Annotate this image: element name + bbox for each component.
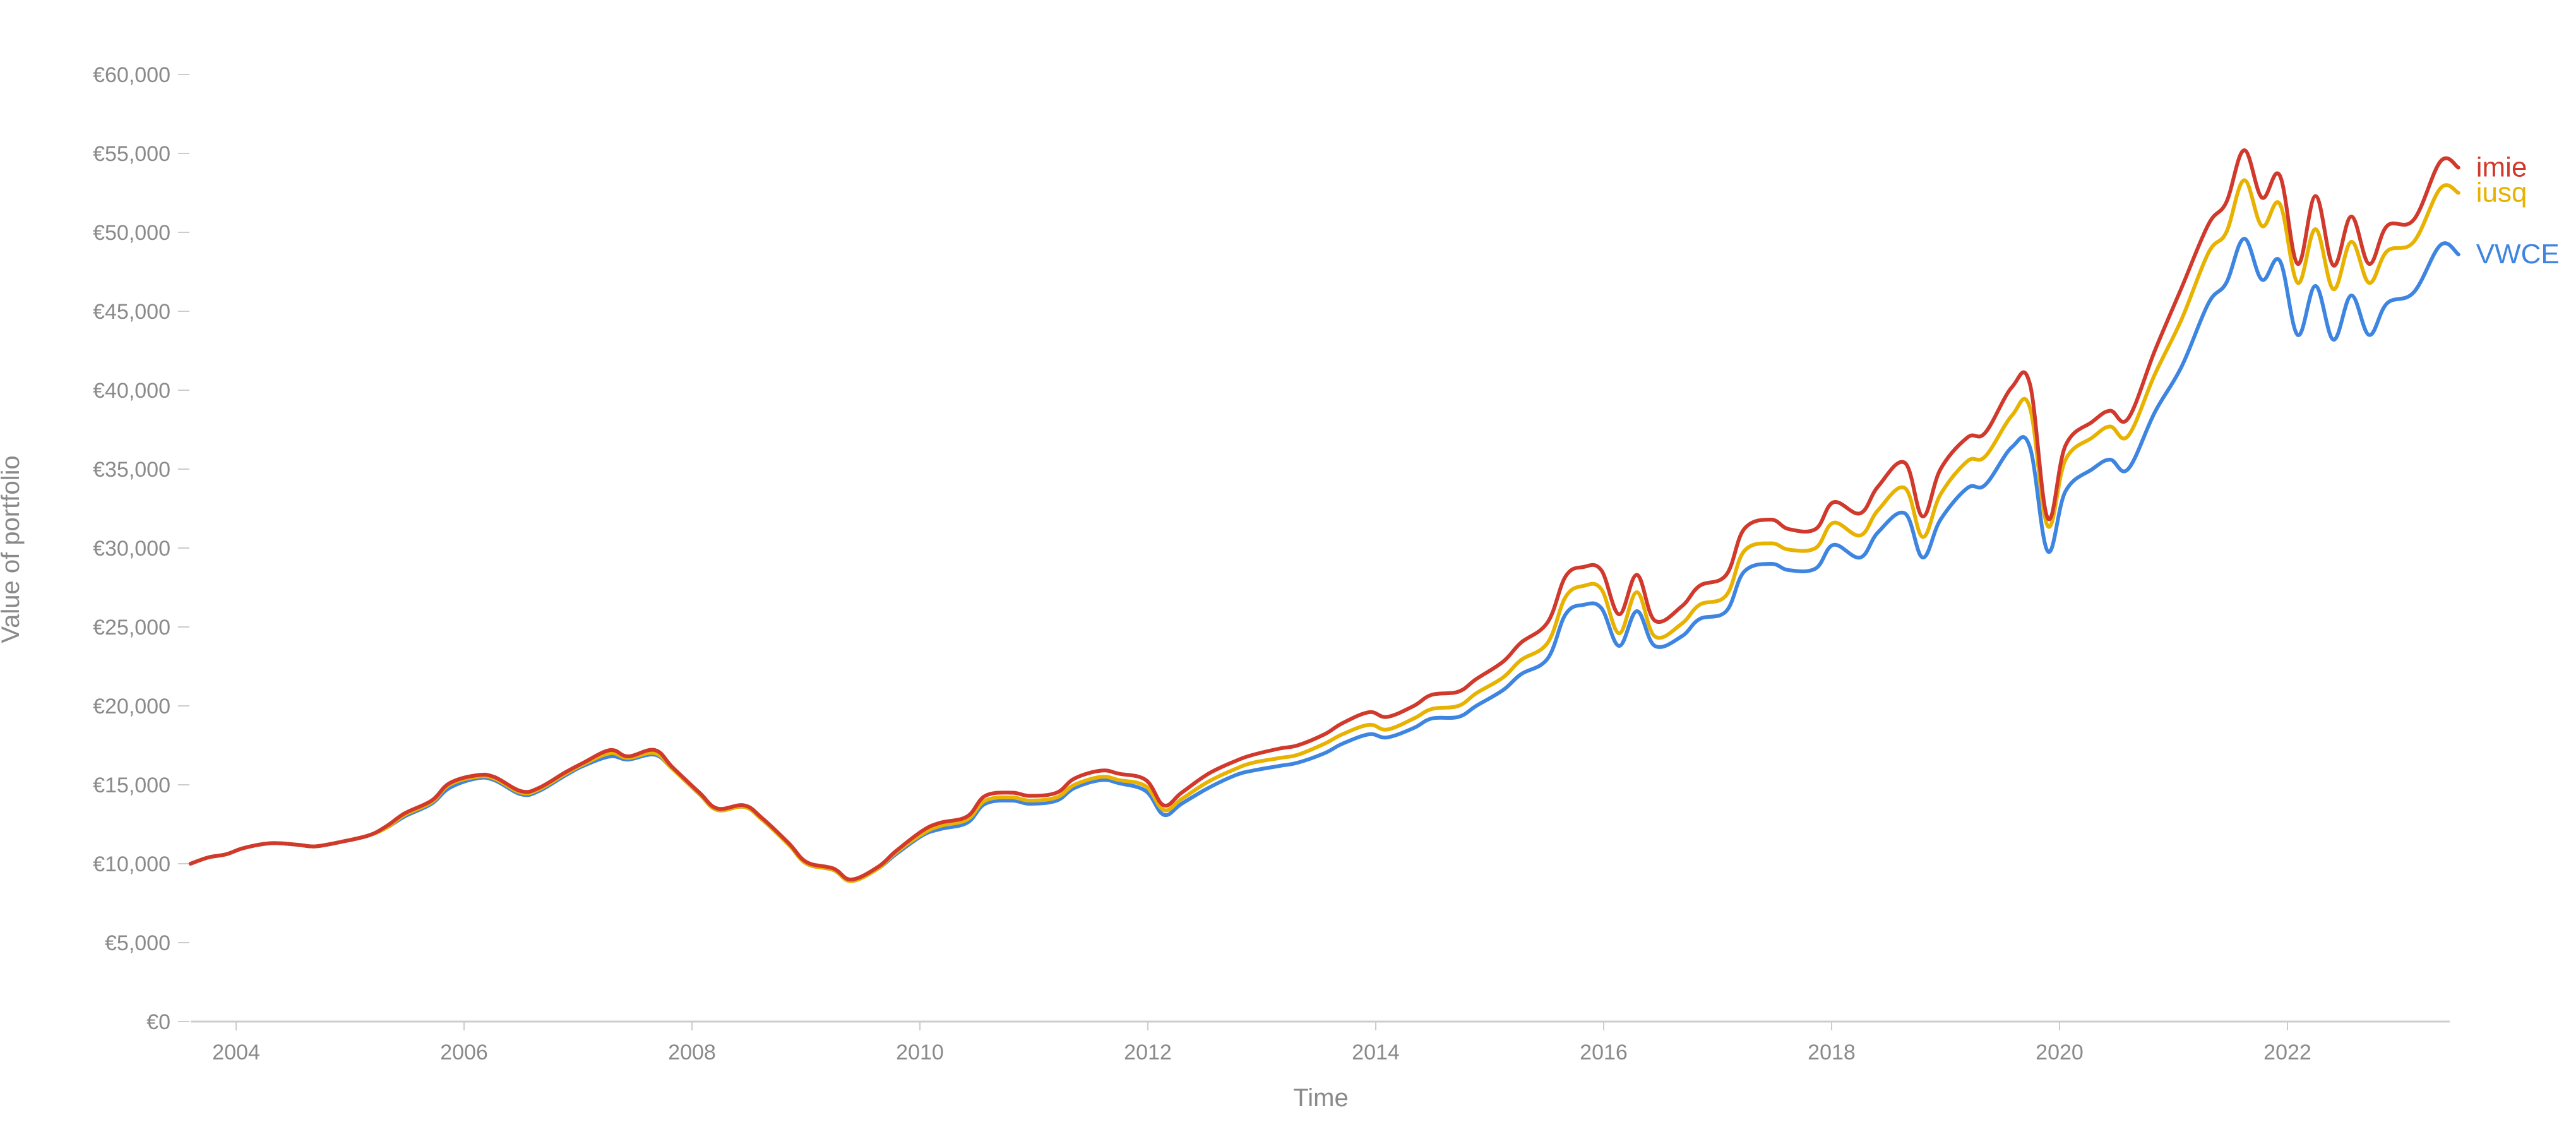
x-tick-label: 2022 (2263, 1041, 2311, 1064)
series-line-iusq (188, 178, 2460, 883)
x-axis-title: Time (1293, 1084, 1348, 1112)
x-tick-label: 2016 (1580, 1041, 1628, 1064)
y-tick-label: €45,000 (93, 300, 170, 324)
x-tick-label: 2008 (668, 1041, 716, 1064)
x-tick-label: 2004 (212, 1041, 260, 1064)
x-tick-label: 2012 (1124, 1041, 1172, 1064)
y-tick-label: €55,000 (93, 142, 170, 166)
y-tick-label: €5,000 (105, 931, 170, 955)
y-tick-label: €15,000 (93, 773, 170, 797)
y-tick-label: €30,000 (93, 537, 170, 561)
x-tick-label: 2006 (440, 1041, 488, 1064)
x-tick-label: 2014 (1352, 1041, 1400, 1064)
y-tick-label: €50,000 (93, 221, 170, 245)
x-tick-label: 2020 (2036, 1041, 2084, 1064)
y-tick-label: €40,000 (93, 379, 170, 403)
series-label-iusq: iusq (2476, 177, 2527, 208)
y-axis: €0 €5,000 €10,000 €15,000 €20,000 €25,000 €30,… (93, 63, 2450, 1034)
y-tick-label: €10,000 (93, 852, 170, 876)
series-label-vwce: VWCE (2476, 239, 2560, 270)
x-tick-label: 2018 (1808, 1041, 1856, 1064)
series-line-imie (188, 148, 2460, 881)
series-line-vwce (188, 237, 2460, 883)
x-tick-label: 2010 (896, 1041, 944, 1064)
y-axis-title: Value of portfolio (0, 455, 25, 643)
y-tick-label: €60,000 (93, 63, 170, 87)
y-tick-label: €20,000 (93, 695, 170, 719)
x-axis: 2004 2006 2008 2010 2012 2014 2016 2018 2020 2022 (212, 1022, 2311, 1064)
y-tick-label: €35,000 (93, 458, 170, 482)
y-tick-label: €0 (146, 1010, 170, 1034)
series-label-imie: imie (2476, 152, 2527, 183)
y-tick-label: €25,000 (93, 616, 170, 640)
